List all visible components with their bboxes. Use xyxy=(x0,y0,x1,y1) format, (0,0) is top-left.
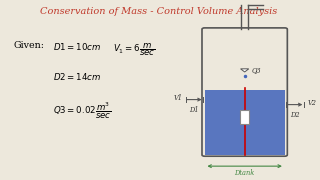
Text: $Q3 = 0.02\dfrac{m^3}{sec}$: $Q3 = 0.02\dfrac{m^3}{sec}$ xyxy=(53,101,112,121)
Polygon shape xyxy=(241,69,249,72)
Text: D1: D1 xyxy=(189,106,199,114)
Text: $V_1 = 6\dfrac{m}{sec}$: $V_1 = 6\dfrac{m}{sec}$ xyxy=(113,41,156,58)
Text: V1: V1 xyxy=(173,94,182,102)
Text: Q3: Q3 xyxy=(252,66,261,74)
Bar xyxy=(240,110,249,124)
Text: $D1 = 10cm$: $D1 = 10cm$ xyxy=(53,41,101,53)
Text: Given:: Given: xyxy=(14,41,45,50)
Text: V2: V2 xyxy=(308,99,317,107)
Text: $D2 = 14cm$: $D2 = 14cm$ xyxy=(53,71,101,82)
Text: D2: D2 xyxy=(290,111,300,119)
Bar xyxy=(204,89,285,155)
Text: Conservation of Mass - Control Volume Analysis: Conservation of Mass - Control Volume An… xyxy=(40,7,277,16)
Text: Dtank: Dtank xyxy=(235,169,255,177)
